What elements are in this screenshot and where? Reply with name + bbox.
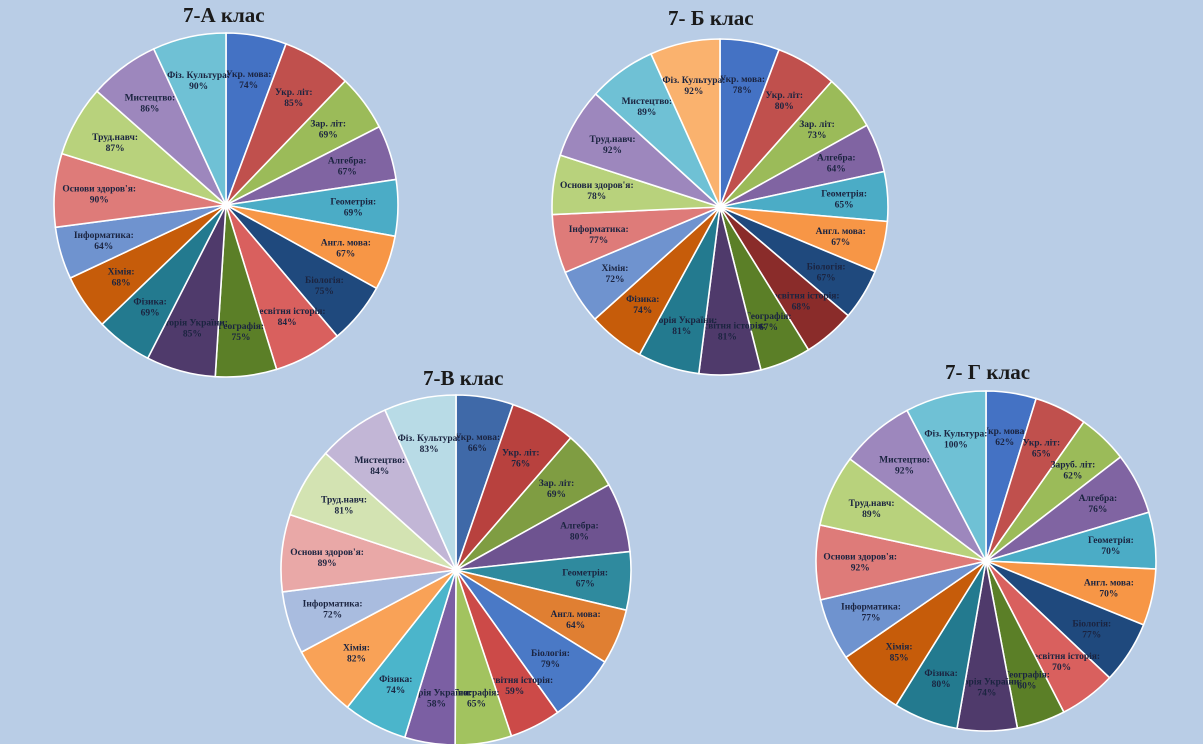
slice-label: Укр. мова: 74% — [226, 70, 272, 91]
slice-label: Труд.навч: 92% — [590, 135, 636, 156]
slice-label: Труд.навч: 81% — [321, 496, 367, 517]
slice-label: Інформатика: 77% — [569, 224, 629, 246]
slice-label: Зар. літ: 69% — [310, 119, 346, 141]
slice-label: Історія України: 74% — [951, 676, 1022, 698]
slice-label: Англ. мова: 67% — [816, 227, 866, 248]
slice-label: Основи здоров'я: 89% — [290, 548, 364, 569]
slice-label: Біологія: 79% — [531, 648, 570, 670]
slice-label: Всесвітня історія: 70% — [1023, 651, 1100, 673]
slice-label: Географія: 75% — [218, 321, 264, 343]
pie-chart-4: Укр. мова: 62% Укр. літ: 65%Заруб. літ: 62% А… — [815, 390, 1157, 732]
slice-label: Основи здоров'я: 78% — [560, 181, 634, 202]
slice-label: Основи здоров'я: 92% — [823, 553, 897, 574]
pie-chart-1: Укр. мова: 74%Укр. літ: 85% Зар. літ: 69% Алг… — [53, 32, 399, 378]
slice-label: Всесвітня історія: 84% — [249, 306, 326, 328]
slice-label: Географія: 60% — [1004, 670, 1050, 692]
slice-label: Мистецтво: 84% — [354, 456, 405, 477]
slice-label: Біологія: 77% — [1072, 619, 1111, 641]
slice-label: Англ. мова: 70% — [1084, 579, 1134, 600]
slice-label: Фізика: 80% — [924, 668, 957, 690]
slice-label: Фіз. Культура: 92% — [662, 75, 725, 97]
slice-label: Алгебра: 67% — [328, 156, 367, 178]
slice-label: Хімія: 82% — [343, 642, 370, 664]
pie-chart-2: Укр. мова: 78% Укр. літ: 80% Зар. літ: 73% Алг… — [551, 38, 889, 376]
slice-label: Геометрія: 65% — [821, 189, 867, 211]
slice-label: Біологія: 67% — [807, 261, 846, 283]
slice-label: Історія України: 58% — [401, 688, 472, 710]
slice-label: Англ. мова: 64% — [551, 610, 601, 631]
slice-label: Мистецтво: 89% — [622, 97, 673, 118]
slice-label: Фіз. Культура: 83% — [398, 433, 461, 455]
slice-label: Хімія: 68% — [108, 267, 135, 289]
slice-label: Укр. мова: 78% — [719, 75, 765, 96]
slice-label: Зар. літ: 69% — [539, 478, 575, 500]
slice-label: Хімія: 85% — [886, 641, 913, 663]
slice-label: Укр. літ: 76% — [502, 447, 540, 469]
slice-label: Алгебра: 64% — [817, 153, 856, 175]
slice-label: Фіз. Культура: 90% — [167, 70, 230, 92]
pie-chart-3: Укр. мова: 66% Укр. літ: 76% Зар. літ: 69% Алг… — [280, 394, 632, 744]
slice-label: Географія: 65% — [453, 687, 499, 709]
pie-center — [222, 201, 230, 209]
slice-label: Географія: 67% — [745, 311, 791, 333]
slice-label: Фізика: 74% — [379, 674, 412, 696]
slice-label: Всесвітня історія: 81% — [689, 321, 766, 343]
slice-label: Інформатика: 77% — [841, 601, 901, 623]
slice-label: Укр. літ: 65% — [1023, 438, 1061, 460]
slice-label: Хімія: 72% — [602, 263, 629, 285]
pie-slice — [152, 32, 227, 206]
slice-label: Англ. мова: 67% — [321, 239, 371, 260]
slice-label: Укр. літ: 85% — [275, 87, 313, 109]
slice-label: Геометрія: 67% — [562, 568, 608, 590]
chart-title-7a: 7-А клас — [183, 3, 265, 27]
pie-center — [716, 203, 724, 211]
pie-slice — [454, 569, 513, 744]
pie-slice — [649, 38, 721, 208]
slice-label: Труд.навч: 87% — [92, 133, 138, 154]
slice-label: Фізика: 74% — [626, 294, 659, 316]
slice-label: Фіз. Культура: 100% — [924, 428, 987, 450]
slice-label: Заруб. літ: 62% — [1050, 460, 1095, 482]
chart-title-7v: 7-В клас — [423, 366, 504, 390]
slice-label: Інформатика: 72% — [303, 599, 363, 621]
slice-label: Зар. літ: 73% — [799, 119, 835, 141]
slice-label: Мистецтво: 92% — [879, 456, 930, 477]
slice-label: Основи здоров'я: 90% — [62, 185, 136, 206]
slice-label: Геометрія: 70% — [1088, 535, 1134, 557]
slice-label: Укр. мова: 62% — [982, 427, 1028, 448]
pie-slice — [383, 394, 457, 571]
chart-title-7b: 7- Б клас — [668, 6, 754, 30]
chart-title-7g: 7- Г клас — [945, 360, 1031, 384]
pie-center — [452, 566, 460, 574]
slice-label: Мистецтво: 86% — [125, 94, 176, 115]
slice-label: Укр. літ: 80% — [766, 90, 804, 112]
slice-label: Історія України: 85% — [157, 317, 228, 339]
slice-label: Укр. мова: 66% — [455, 433, 501, 454]
slice-label: Алгебра: 76% — [1079, 493, 1118, 515]
slice-label: Фізика: 69% — [133, 297, 166, 319]
slice-label: Інформатика: 64% — [74, 230, 134, 252]
pie-center — [982, 557, 990, 565]
slice-label: Біологія: 75% — [305, 275, 344, 297]
slice-label: Геометрія: 69% — [330, 197, 376, 219]
slice-label: Історія України: 81% — [646, 315, 717, 337]
slice-label: Алгебра: 80% — [560, 520, 599, 542]
slice-label: Всесвітня історія: 68% — [763, 291, 840, 313]
pie-slice — [905, 390, 987, 562]
slice-label: Всесвітня історія: 59% — [476, 675, 553, 697]
slice-label: Труд.навч: 89% — [849, 499, 895, 520]
